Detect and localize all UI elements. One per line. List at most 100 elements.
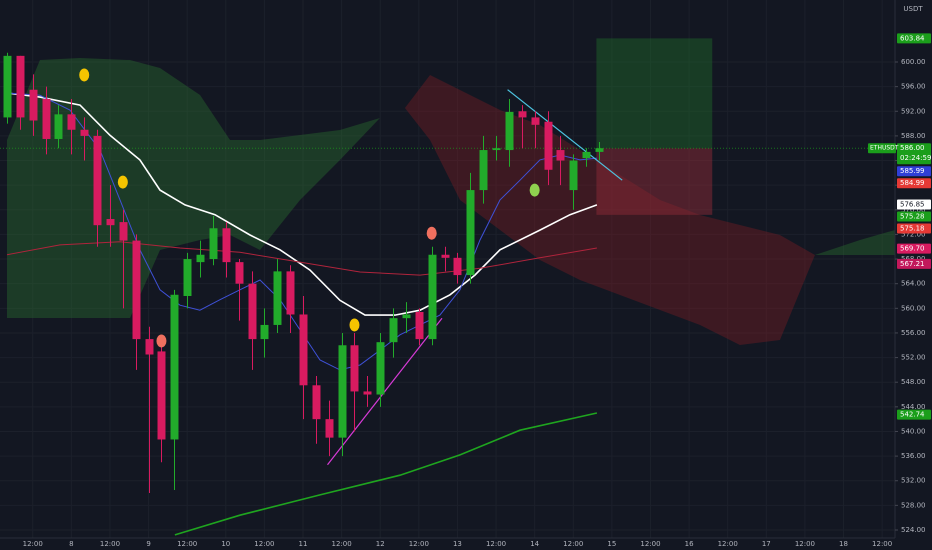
- indicator-line: [6, 241, 597, 276]
- price-label-box: [897, 409, 931, 420]
- price-label: 567.21: [900, 260, 925, 268]
- x-tick-label: 12:00: [409, 540, 429, 548]
- y-tick-label: 592.00: [901, 107, 926, 115]
- indicator-line: [6, 92, 597, 371]
- price-label: 576.85: [900, 201, 925, 209]
- y-tick-label: 548.00: [901, 378, 926, 386]
- candle-body: [492, 148, 501, 151]
- price-label: 603.84: [900, 34, 925, 42]
- y-tick-label: 596.00: [901, 83, 926, 91]
- x-tick-label: 12:00: [563, 540, 583, 548]
- candle-body: [157, 351, 166, 440]
- candle-body: [119, 222, 128, 241]
- price-label: 575.18: [900, 225, 925, 233]
- cloud: [7, 58, 405, 318]
- y-tick-label: 544.00: [901, 403, 926, 411]
- candle-body: [260, 324, 269, 340]
- signal-dot: [79, 68, 90, 82]
- y-tick-label: 572.00: [901, 230, 926, 238]
- price-label: 542.74: [900, 411, 925, 419]
- y-tick-label: 600.00: [901, 58, 926, 66]
- candle-body: [235, 262, 244, 284]
- x-tick-label: 12:00: [640, 540, 660, 548]
- loss-zone: [596, 148, 713, 215]
- candle-body: [222, 228, 231, 263]
- price-label-box: [897, 243, 931, 254]
- candle-body: [350, 345, 359, 392]
- candle-body: [544, 121, 553, 170]
- y-tick-label: 552.00: [901, 354, 926, 362]
- cloud: [814, 229, 895, 255]
- candle-body: [428, 254, 437, 340]
- signal-dot: [349, 318, 360, 332]
- x-tick-label: 12:00: [795, 540, 815, 548]
- candle-body: [3, 55, 12, 118]
- indicator-line: [6, 92, 598, 316]
- candle-body: [80, 129, 89, 136]
- price-label-box: [897, 178, 931, 189]
- candle-body: [93, 135, 102, 226]
- y-tick-label: 524.00: [901, 526, 926, 534]
- y-tick-label: 560.00: [901, 304, 926, 312]
- price-label-box: [897, 166, 931, 177]
- candle-body: [518, 111, 527, 118]
- candle-body: [338, 345, 347, 438]
- candle-body: [415, 312, 424, 340]
- price-label: 569.70: [900, 245, 925, 253]
- x-tick-label: 16: [685, 540, 694, 548]
- signal-dot: [156, 334, 167, 348]
- y-tick-label: 576.00: [901, 206, 926, 214]
- price-label-box: [897, 223, 931, 234]
- x-tick-label: 12:00: [177, 540, 197, 548]
- candle-body: [325, 419, 334, 438]
- candle-body: [441, 254, 450, 258]
- candle-body: [466, 190, 475, 276]
- countdown: 02:24:59: [900, 154, 931, 162]
- candle-body: [595, 148, 604, 152]
- x-tick-label: 12:00: [872, 540, 892, 548]
- candle-body: [145, 339, 154, 355]
- candle-body: [273, 271, 282, 325]
- candle-body: [569, 160, 578, 191]
- candle-body: [132, 240, 141, 340]
- candle-body: [183, 259, 192, 297]
- candle-body: [582, 151, 591, 159]
- currency: USDT: [903, 5, 923, 13]
- candle-body: [376, 342, 385, 395]
- x-tick-label: 12: [376, 540, 385, 548]
- candle-body: [389, 318, 398, 343]
- candle-body: [196, 254, 205, 263]
- x-tick-label: 10: [221, 540, 230, 548]
- price-label-box: [897, 211, 931, 222]
- x-tick-label: 11: [299, 540, 308, 548]
- x-tick-label: 12:00: [332, 540, 352, 548]
- candle-body: [531, 117, 540, 125]
- x-tick-label: 12:00: [254, 540, 274, 548]
- candle-body: [312, 385, 321, 420]
- x-tick-label: 14: [530, 540, 539, 548]
- candle-body: [299, 314, 308, 386]
- x-tick-label: 18: [839, 540, 848, 548]
- candle-body: [54, 114, 63, 139]
- trendline: [507, 89, 623, 181]
- candle-body: [42, 98, 51, 139]
- signal-dot: [117, 175, 128, 189]
- price-label-box: [897, 33, 931, 44]
- y-tick-label: 536.00: [901, 452, 926, 460]
- x-tick-label: 17: [762, 540, 771, 548]
- x-tick-label: 8: [69, 540, 73, 548]
- candle-body: [106, 219, 115, 226]
- candle-body: [67, 114, 76, 130]
- x-tick-label: 12:00: [100, 540, 120, 548]
- x-tick-label: 12:00: [23, 540, 43, 548]
- price-label: 575.28: [900, 213, 925, 221]
- y-tick-label: 532.00: [901, 477, 926, 485]
- x-tick-label: 12:00: [486, 540, 506, 548]
- candle-body: [16, 55, 25, 118]
- y-tick-label: 588.00: [901, 132, 926, 140]
- candle-body: [29, 89, 38, 121]
- price-label: 585.99: [900, 167, 925, 175]
- symbol-tag: [868, 143, 896, 154]
- candle-body: [363, 391, 372, 395]
